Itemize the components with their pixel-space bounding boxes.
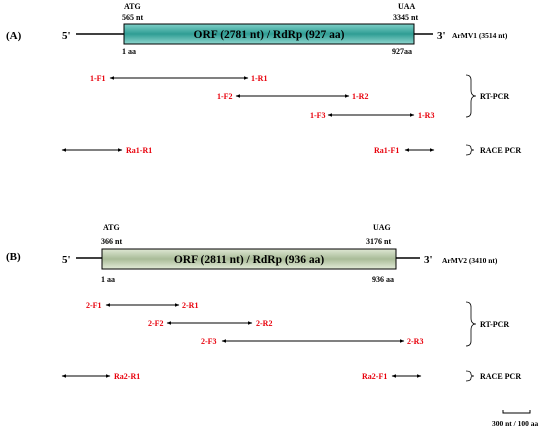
panel-a-tag: (A) (6, 30, 22, 42)
panel-a-start-pos: 565 nt (122, 13, 143, 22)
panel-b-rt-pcr-label: RT-PCR (480, 320, 509, 329)
panel-b: (B) 5' 3' ATG 366 nt UAG 3176 nt ORF (28… (6, 223, 521, 382)
panel-a-stop-pos: 3345 nt (393, 13, 418, 22)
panel-b-orf-box (101, 248, 397, 270)
panel-a-three-prime: 3' (437, 30, 446, 42)
panel-b-stop-pos: 3176 nt (366, 237, 391, 246)
rt-pcr-brace-b (465, 301, 477, 347)
panel-a-race-label: RACE PCR (480, 146, 521, 155)
panel-b-start-codon: ATG (103, 223, 120, 232)
primer-ra1-r1-label: Ra1-R1 (126, 146, 152, 155)
primer-1-r3-label: 1-R3 (418, 111, 434, 120)
race-brace-a (465, 144, 475, 156)
panel-b-race-label: RACE PCR (480, 372, 521, 381)
panel-a-five-prime: 5' (62, 30, 71, 42)
primer-ra2-f1-label: Ra2-F1 (362, 372, 387, 381)
primer-2-r1-label: 2-R1 (182, 301, 198, 310)
panel-a-stop-codon: UAA (398, 2, 416, 11)
panel-b-orf-label: ORF (2811 nt) / RdRp (936 aa) (174, 254, 325, 266)
panel-a-start-codon: ATG (124, 2, 141, 11)
primer-2-f1-label: 2-F1 (86, 301, 102, 310)
rt-pcr-brace-a (465, 74, 477, 118)
scale-bar-label: 300 nt / 100 aa (492, 419, 539, 428)
panel-a-virus-label: ArMV1 (3514 nt) (452, 31, 508, 40)
primer-2-f2-label: 2-F2 (148, 319, 164, 328)
primer-1-r1-label: 1-R1 (251, 74, 267, 83)
scale-bar-line (502, 410, 531, 414)
panel-b-tag: (B) (6, 251, 21, 263)
panel-b-start-pos: 366 nt (101, 237, 122, 246)
primer-1-r2-label: 1-R2 (352, 92, 368, 101)
primer-1-f1-label: 1-F1 (90, 74, 106, 83)
primer-ra2-r1-label: Ra2-R1 (114, 372, 140, 381)
panel-a: (A) 5' 3' ATG 565 nt UAA 3345 nt ORF (27… (6, 2, 521, 156)
primer-1-f2-label: 1-F2 (217, 92, 233, 101)
scale-bar: 300 nt / 100 aa (492, 410, 539, 428)
primer-2-r3-label: 2-R3 (407, 337, 423, 346)
panel-a-aa-start: 1 aa (122, 47, 136, 56)
panel-a-orf-box (123, 23, 415, 45)
panel-b-virus-label: ArMV2 (3410 nt) (442, 256, 498, 265)
panel-b-three-prime: 3' (424, 254, 433, 266)
primer-1-f3-label: 1-F3 (310, 111, 326, 120)
panel-a-rt-pcr-label: RT-PCR (480, 92, 509, 101)
panel-b-stop-codon: UAG (373, 223, 391, 232)
panel-b-aa-start: 1 aa (101, 275, 115, 284)
panel-a-aa-end: 927aa (392, 47, 412, 56)
panel-a-orf-label: ORF (2781 nt) / RdRp (927 aa) (194, 29, 345, 41)
primer-2-r2-label: 2-R2 (256, 319, 272, 328)
panel-b-five-prime: 5' (62, 254, 71, 266)
primer-2-f3-label: 2-F3 (201, 337, 217, 346)
race-brace-b (465, 370, 475, 382)
primer-ra1-f1-label: Ra1-F1 (374, 146, 399, 155)
panel-b-aa-end: 936 aa (372, 275, 394, 284)
